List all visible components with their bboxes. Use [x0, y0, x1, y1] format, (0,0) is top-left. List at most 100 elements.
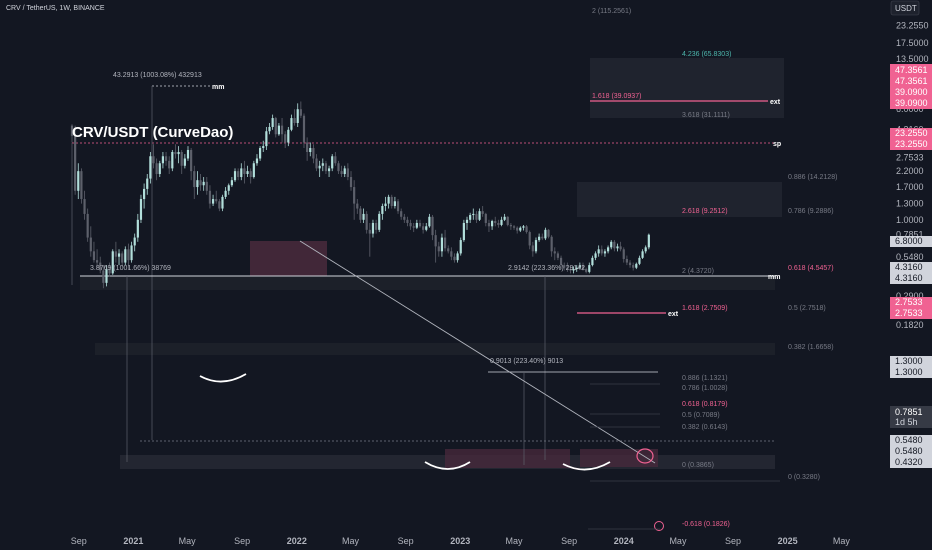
candle — [437, 241, 440, 257]
price-tag-47-b — [890, 76, 932, 87]
price-tag-39-a — [890, 87, 932, 98]
fib-low-neg: -0.618 (0.1826) — [682, 521, 730, 528]
candle — [519, 226, 522, 233]
candle — [591, 255, 594, 267]
currency-button[interactable] — [890, 0, 920, 16]
candle-body — [374, 222, 378, 230]
candle-body — [340, 171, 343, 175]
candle-body — [133, 237, 136, 246]
candle-body — [77, 171, 80, 191]
price-tag-2753-b — [890, 308, 932, 319]
fib-mid-0886: 0.886 (14.2128) — [788, 174, 837, 181]
candle — [453, 253, 456, 263]
candle-body — [349, 177, 353, 188]
candle — [365, 211, 368, 234]
candle — [428, 213, 431, 228]
price-tag-4316-a — [890, 262, 932, 273]
candle — [114, 241, 117, 263]
price-tag-13-b — [890, 367, 932, 378]
sp-label: sp — [773, 141, 781, 148]
support-zone-pink — [445, 449, 570, 468]
candle — [418, 219, 422, 228]
candle-body — [469, 215, 472, 220]
candle-body — [481, 211, 484, 214]
price-tag-13-a — [890, 356, 932, 367]
fib-mid-2618: 2.618 (9.2512) — [682, 208, 728, 215]
candle-body — [243, 168, 246, 175]
candle — [606, 245, 610, 254]
candle — [77, 163, 80, 200]
candle-body — [99, 262, 102, 271]
zones — [80, 58, 784, 469]
candle-body — [453, 256, 456, 261]
candle-body — [246, 171, 249, 175]
candle-body — [578, 265, 581, 268]
candle — [171, 149, 174, 172]
candle — [186, 146, 190, 161]
candle — [130, 241, 133, 263]
candle-body — [177, 152, 180, 155]
candle — [585, 267, 588, 274]
time-tick-label: May — [179, 536, 197, 546]
candle — [506, 216, 509, 227]
candle-body — [647, 234, 650, 248]
candle — [484, 212, 487, 227]
current-price: 0.7851 — [895, 407, 923, 417]
price-tag-13-b-text: 1.3000 — [895, 367, 923, 377]
price-tag-2753-b-text: 2.7533 — [895, 308, 923, 318]
candle-body — [381, 206, 384, 214]
candles — [70, 101, 650, 289]
candle-body — [83, 199, 86, 214]
price-tick-label: 0.5480 — [896, 252, 924, 262]
price-tick-label: 17.5000 — [896, 38, 929, 48]
fib-zone-mid — [577, 182, 782, 217]
candle-body — [531, 245, 534, 252]
candle — [538, 233, 541, 242]
candle — [490, 219, 494, 230]
candle-body — [538, 236, 541, 241]
candle-body — [180, 152, 183, 166]
candle — [218, 199, 221, 212]
price-tag-4316-b-text: 4.3160 — [895, 273, 923, 283]
arc-1 — [199, 373, 247, 383]
candle-body — [215, 199, 218, 202]
fib-right-05: 0.5 (2.7518) — [788, 305, 826, 312]
candle-body — [613, 241, 616, 249]
candle — [224, 187, 227, 200]
candle-body — [447, 248, 450, 252]
candle-body — [603, 251, 607, 254]
price-tag-2753-a — [890, 297, 932, 308]
candle — [497, 219, 500, 228]
candle — [434, 229, 437, 263]
lightning-icon[interactable] — [654, 521, 664, 531]
candle — [566, 262, 569, 272]
candle-body — [327, 168, 331, 172]
candle-countdown: 1d 5h — [895, 417, 918, 427]
candle-body — [528, 232, 531, 246]
candle-body — [265, 131, 268, 147]
fib-low-0886: 0.886 (1.1321) — [682, 375, 728, 382]
candle-body — [556, 253, 560, 258]
candle-body — [425, 226, 428, 230]
candle — [374, 219, 378, 234]
candle — [575, 265, 578, 272]
candle — [481, 206, 484, 217]
candle — [525, 224, 528, 234]
candle-body — [563, 265, 566, 268]
candle — [628, 260, 632, 268]
candle — [202, 177, 205, 191]
candle — [211, 194, 215, 207]
range-zone-top — [80, 276, 775, 290]
time-axis[interactable]: Sep 2021 May Sep 2022 May Sep 2023 May Sep 2024 May… — [71, 536, 851, 546]
candle-body — [619, 246, 622, 250]
candle — [431, 215, 434, 241]
time-tick-label: May — [506, 536, 524, 546]
price-tag-23-a-text: 23.2550 — [895, 128, 928, 138]
candle — [412, 222, 415, 233]
candle — [168, 156, 171, 175]
candle-body — [70, 125, 74, 136]
candle-body — [588, 265, 591, 272]
mm-label-top: mm — [212, 84, 224, 91]
